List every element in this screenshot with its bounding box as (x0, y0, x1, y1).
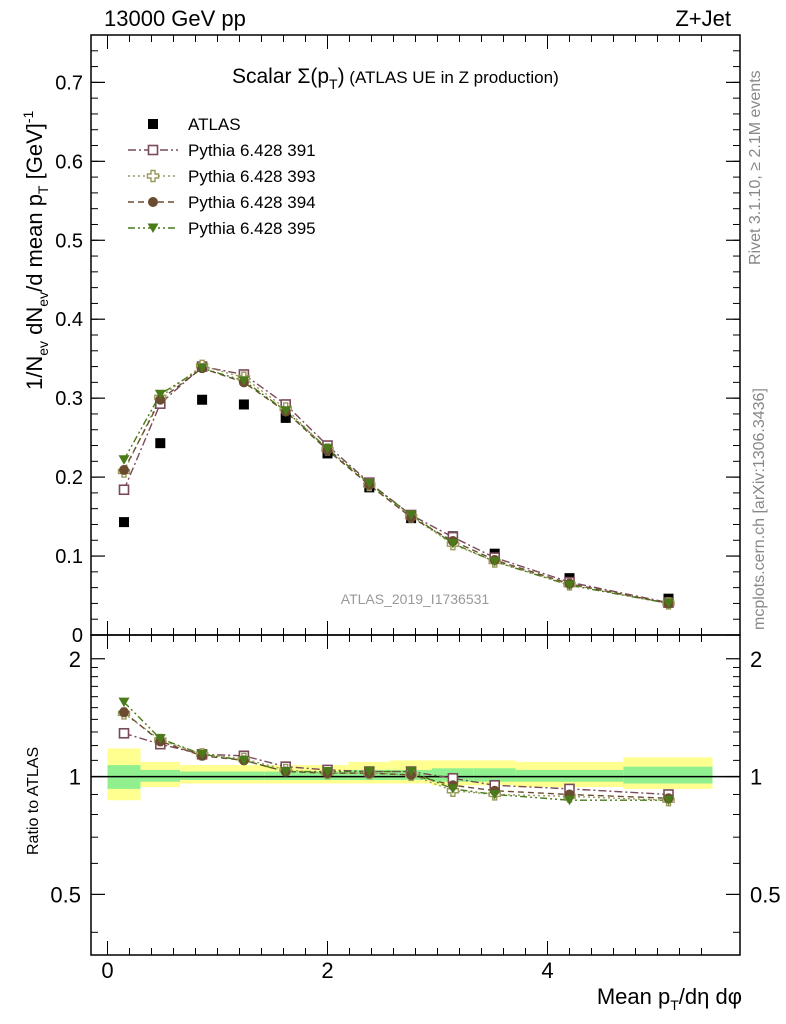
legend-marker-pythia-6-428-395 (147, 223, 159, 233)
main-point-atlas (238, 399, 249, 410)
x-tick-label: 2 (321, 958, 333, 983)
x-tick-label: 4 (541, 958, 553, 983)
main-y-axis: 0 0.1 0.2 0.3 0.4 0.5 0.6 0.7 (55, 34, 740, 647)
ratio-panel: 0.5 0.5 1 1 2 2 0 2 4 Ratio to ATLAS Mean pT/dη… (25, 634, 781, 1013)
rivet-label: Rivet 3.1.10, ≥ 2.1M events (747, 70, 764, 265)
ratio-y-tick-label: 0.5 (50, 882, 81, 907)
main-point-pythia-6-428-395 (322, 444, 333, 454)
ratio-y-tick-label-right: 0.5 (750, 882, 781, 907)
ratio-point-pythia-6-428-395 (489, 789, 501, 800)
ratio-line-pythia-6-428-393 (123, 712, 669, 801)
ratio-point-pythia-6-428-391 (118, 727, 130, 739)
main-y-tick-label: 0.1 (55, 546, 83, 568)
analysis-watermark: ATLAS_2019_I1736531 (341, 591, 490, 607)
main-point-pythia-6-428-395 (489, 557, 501, 567)
ratio-point-pythia-6-428-395 (663, 795, 674, 806)
x-axis-label: Mean pT/dη dφ (597, 984, 742, 1013)
ratio-point-pythia-6-428-395 (447, 784, 459, 794)
ratio-point-pythia-6-428-395 (196, 749, 208, 760)
ratio-y-tick-label: 2 (69, 647, 81, 672)
main-point-pythia-6-428-395 (196, 363, 208, 374)
header-right: Z+Jet (675, 6, 731, 31)
main-point-atlas (119, 517, 129, 528)
ratio-point-pythia-6-428-395 (363, 767, 375, 777)
main-point-pythia-6-428-391 (118, 484, 130, 496)
main-y-tick-label: 0.5 (55, 230, 83, 252)
legend-marker-pythia-6-428-391 (147, 144, 159, 156)
ratio-y-axis: 0.5 0.5 1 1 2 2 (50, 647, 781, 933)
ratio-line-pythia-6-428-395 (123, 701, 669, 801)
main-line-pythia-6-428-395 (123, 367, 669, 605)
main-point-pythia-6-428-395 (238, 376, 250, 386)
main-panel: 0 0.1 0.2 0.3 0.4 0.5 0.6 0.7 Scalar Σ(pT) (ATL… (20, 34, 741, 647)
main-point-pythia-6-428-395 (447, 538, 459, 549)
legend-marker-pythia-6-428-394 (148, 197, 158, 207)
band-inner (223, 771, 265, 780)
ratio-series-lines (123, 701, 669, 801)
band-inner (623, 766, 713, 784)
ratio-y-tick-label: 1 (69, 765, 81, 790)
legend-label-pythia-6-428-395: Pythia 6.428 395 (188, 219, 316, 238)
main-y-axis-label: 1/Nev dNev/d mean pT [GeV]-1 (20, 110, 51, 390)
main-point-pythia-6-428-394 (155, 394, 166, 405)
main-point-pythia-6-428-395 (154, 389, 166, 400)
main-point-pythia-6-428-395 (363, 478, 375, 489)
x-axis: 0 2 4 (101, 635, 702, 983)
main-y-tick-label: 0.2 (55, 467, 83, 489)
main-y-tick-label: 0.6 (55, 151, 83, 173)
main-point-pythia-6-428-395 (405, 510, 417, 520)
ratio-point-pythia-6-428-394 (119, 707, 129, 718)
main-y-tick-label: 0.7 (55, 72, 83, 94)
ratio-series-markers (117, 697, 675, 807)
ratio-line-pythia-6-428-391 (123, 732, 669, 796)
mcplots-label: mcplots.cern.ch [arXiv:1306.3436] (751, 388, 768, 630)
ratio-y-tick-label-right: 2 (750, 647, 762, 672)
ratio-frame (90, 634, 741, 956)
legend-marker-atlas (148, 119, 158, 129)
legend-label-pythia-6-428-391: Pythia 6.428 391 (188, 141, 316, 160)
main-series-markers (117, 359, 675, 610)
ratio-y-tick-label-right: 1 (750, 765, 762, 790)
band-inner (180, 771, 223, 780)
legend-label-pythia-6-428-394: Pythia 6.428 394 (188, 193, 316, 212)
main-point-pythia-6-428-395 (118, 455, 130, 465)
header-left: 13000 GeV pp (104, 6, 246, 31)
main-point-pythia-6-428-394 (119, 465, 129, 475)
ratio-point-pythia-6-428-395 (405, 767, 417, 777)
chart-title: Scalar Σ(pT) (ATLAS UE in Z production) (232, 65, 559, 92)
legend: ATLAS Pythia 6.428 391 Pythia 6.428 393 Pyt… (128, 115, 316, 238)
main-series-lines (123, 365, 669, 605)
main-point-atlas (280, 412, 291, 423)
legend-marker-pythia-6-428-393 (146, 169, 160, 183)
ratio-y-axis-label: Ratio to ATLAS (25, 747, 42, 855)
main-y-tick-label: 0 (72, 625, 83, 647)
ratio-point-pythia-6-428-395 (322, 767, 333, 777)
x-tick-label: 0 (101, 958, 113, 983)
main-point-pythia-6-428-395 (564, 580, 575, 591)
ratio-point-pythia-6-428-395 (154, 734, 166, 744)
ratio-line-pythia-6-428-394 (123, 711, 669, 799)
main-point-pythia-6-428-395 (280, 406, 292, 416)
main-y-tick-label: 0.3 (55, 388, 83, 410)
main-point-pythia-6-428-395 (663, 598, 674, 609)
ratio-point-pythia-6-428-395 (280, 767, 292, 777)
legend-label-pythia-6-428-393: Pythia 6.428 393 (188, 167, 316, 186)
ratio-point-pythia-6-428-395 (238, 755, 250, 766)
main-point-atlas (155, 438, 166, 449)
main-point-atlas (197, 394, 208, 405)
legend-label-atlas: ATLAS (188, 115, 241, 134)
main-y-tick-label: 0.4 (55, 309, 83, 331)
ratio-point-pythia-6-428-395 (564, 795, 575, 806)
main-line-pythia-6-428-394 (123, 367, 669, 605)
ratio-point-pythia-6-428-395 (118, 697, 130, 708)
band-inner (473, 768, 516, 782)
